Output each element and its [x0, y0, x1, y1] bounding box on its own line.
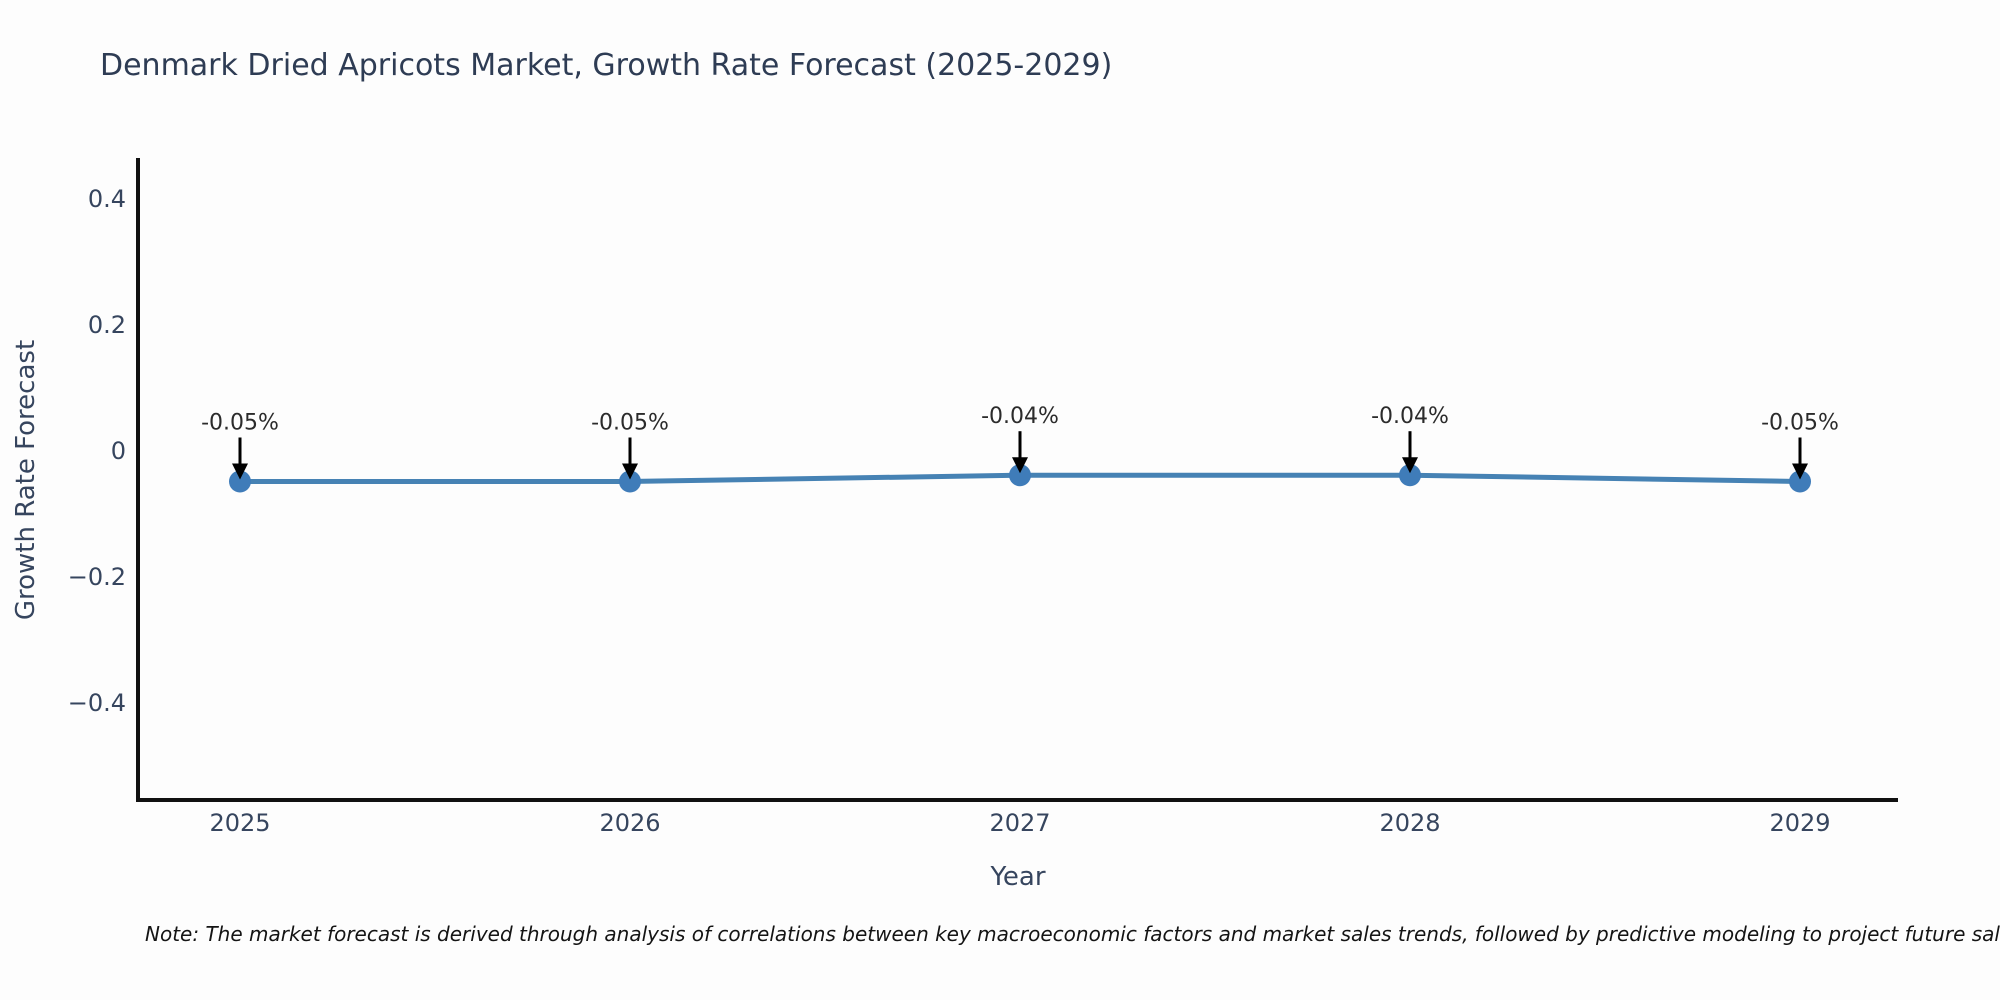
data-point-marker: [1789, 470, 1811, 493]
annotation-arrow-head: [1012, 457, 1028, 474]
data-point-marker: [229, 470, 251, 493]
x-tick-label: 2026: [599, 809, 660, 837]
x-tick-label: 2028: [1379, 809, 1440, 837]
point-annotation-label: -0.04%: [981, 404, 1059, 429]
point-annotation-label: -0.05%: [591, 411, 669, 436]
y-tick-label: 0.4: [88, 185, 126, 213]
data-point-marker: [1399, 464, 1421, 487]
footnote: Note: The market forecast is derived thr…: [145, 922, 2000, 946]
y-tick-label: −0.4: [68, 689, 126, 717]
x-axis-title: Year: [990, 862, 1046, 892]
annotation-arrow-head: [1402, 457, 1418, 474]
x-tick-label: 2027: [989, 809, 1050, 837]
chart-title: Denmark Dried Apricots Market, Growth Ra…: [100, 48, 1113, 83]
x-tick-label: 2029: [1769, 809, 1830, 837]
annotation-arrow-head: [622, 463, 638, 480]
y-tick-label: 0: [111, 437, 126, 465]
point-annotation-label: -0.05%: [1761, 411, 1839, 436]
x-tick-label: 2025: [209, 809, 270, 837]
data-point-marker: [619, 470, 641, 493]
annotation-arrow-head: [1792, 463, 1808, 480]
point-annotation-label: -0.04%: [1371, 404, 1449, 429]
annotation-arrow-head: [232, 463, 248, 480]
y-tick-label: −0.2: [68, 563, 126, 591]
data-point-marker: [1009, 464, 1031, 487]
y-tick-label: 0.2: [88, 311, 126, 339]
point-annotation-label: -0.05%: [201, 411, 279, 436]
